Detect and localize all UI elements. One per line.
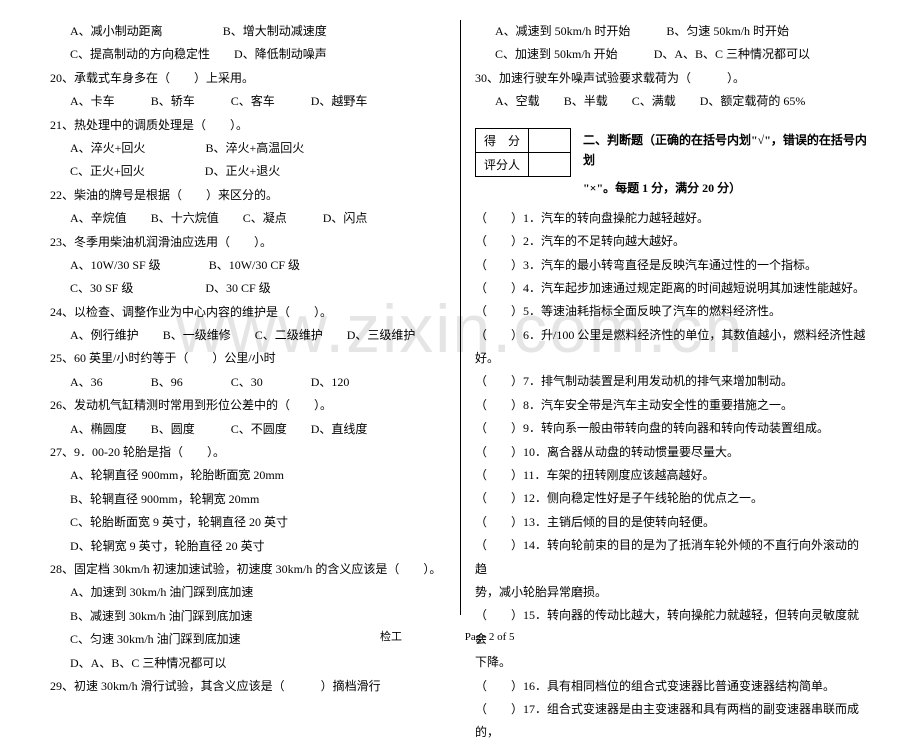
q27-a: A、轮辋直径 900mm，轮胎断面宽 20mm: [50, 464, 445, 487]
q21-c: C、正火+回火: [70, 164, 145, 178]
q26-c: C、不圆度: [231, 422, 287, 436]
q30-b: B、半载: [564, 94, 608, 108]
q28: 28、固定档 30km/h 初速加速试验，初速度 30km/h 的含义应该是（ …: [50, 558, 445, 581]
q23-c: C、30 SF 级: [70, 281, 133, 295]
j17: （ ）17．组合式变速器是由主变速器和具有两档的副变速器串联而成的，: [475, 698, 870, 745]
q25-b: B、96: [151, 375, 183, 389]
score-label: 得 分: [476, 128, 529, 152]
q30-a: A、空载: [495, 94, 540, 108]
q20-c: C、客车: [231, 94, 275, 108]
q20-b: B、轿车: [151, 94, 195, 108]
q26-d: D、直线度: [311, 422, 368, 436]
j13: （ ）13．主销后倾的目的是使转向轻便。: [475, 511, 870, 534]
q27-b: B、轮辋直径 900mm，轮辋宽 20mm: [50, 488, 445, 511]
j9: （ ）9．转向系一般由带转向盘的转向器和转向传动装置组成。: [475, 417, 870, 440]
score-blank: [529, 128, 571, 152]
opt-c: C、提高制动的方向稳定性: [70, 47, 210, 61]
j5: （ ）5．等速油耗指标全面反映了汽车的燃料经济性。: [475, 300, 870, 323]
q24-b: B、一级维修: [163, 328, 231, 342]
j1: （ ）1．汽车的转向盘操舵力越轻越好。: [475, 207, 870, 230]
q27-d: D、轮辋宽 9 英寸，轮胎直径 20 英寸: [50, 535, 445, 558]
j15b: 下降。: [475, 651, 870, 674]
q23-b: B、10W/30 CF 级: [209, 258, 300, 272]
j16: （ ）16．具有相同档位的组合式变速器比普通变速器结构简单。: [475, 675, 870, 698]
marker-label: 评分人: [476, 152, 529, 176]
opt-d: D、降低制动噪声: [234, 47, 327, 61]
j6a: （ ）6．升/100 公里是燃料经济性的单位，其数值越小，燃料经济性越: [475, 324, 870, 347]
q25-a: A、36: [70, 375, 103, 389]
q22-b: B、十六烷值: [151, 211, 219, 225]
j7: （ ）7．排气制动装置是利用发动机的排气来增加制动。: [475, 370, 870, 393]
column-divider: [460, 20, 461, 615]
q25: 25、60 英里/小时约等于（ ）公里/小时: [50, 347, 445, 370]
q28-a: A、加速到 30km/h 油门踩到底加速: [50, 581, 445, 604]
footer-label: 检工: [380, 631, 402, 643]
j2: （ ）2．汽车的不足转向越大越好。: [475, 230, 870, 253]
q25-c: C、30: [231, 375, 263, 389]
marker-blank: [529, 152, 571, 176]
q23-d: D、30 CF 级: [205, 281, 270, 295]
right-column: A、减速到 50km/h 时开始 B、匀速 50km/h 时开始 C、加速到 5…: [475, 20, 870, 615]
q24: 24、以检查、调整作业为中心内容的维护是（ ）。: [50, 301, 445, 324]
q24-c: C、二级维护: [255, 328, 323, 342]
q21: 21、热处理中的调质处理是（ ）。: [50, 114, 445, 137]
r-opt-a: A、减速到 50km/h 时开始: [495, 24, 630, 38]
j10: （ ）10．离合器从动盘的转动惯量要尽量大。: [475, 441, 870, 464]
footer-page: Page 2 of 5: [465, 631, 515, 643]
q25-d: D、120: [311, 375, 350, 389]
j4: （ ）4．汽车起步加速通过规定距离的时间越短说明其加速性能越好。: [475, 277, 870, 300]
opt-b: B、增大制动减速度: [223, 24, 327, 38]
q26: 26、发动机气缸精测时常用到形位公差中的（ ）。: [50, 394, 445, 417]
q20-d: D、越野车: [311, 94, 368, 108]
q20: 20、承载式车身多在（ ）上采用。: [50, 67, 445, 90]
q28-d: D、A、B、C 三种情况都可以: [50, 652, 445, 675]
j6b: 好。: [475, 347, 870, 370]
q26-a: A、椭圆度: [70, 422, 127, 436]
q26-b: B、圆度: [151, 422, 195, 436]
q27: 27、9．00-20 轮胎是指（ ）。: [50, 441, 445, 464]
q29: 29、初速 30km/h 滑行试验，其含义应该是（ ）摘档滑行: [50, 675, 445, 698]
page-footer: 检工 Page 2 of 5: [0, 628, 920, 644]
q30: 30、加速行驶车外噪声试验要求载荷为（ ）。: [475, 67, 870, 90]
q20-a: A、卡车: [70, 94, 115, 108]
score-table: 得 分 评分人: [475, 128, 571, 177]
j3: （ ）3．汽车的最小转弯直径是反映汽车通过性的一个指标。: [475, 254, 870, 277]
r-opt-c: C、加速到 50km/h 开始: [495, 47, 618, 61]
q27-c: C、轮胎断面宽 9 英寸，轮辋直径 20 英寸: [50, 511, 445, 534]
q21-b: B、淬火+高温回火: [205, 141, 304, 155]
q21-a: A、淬火+回火: [70, 141, 145, 155]
opt-a: A、减小制动距离: [70, 24, 163, 38]
j14b: 势，减小轮胎异常磨损。: [475, 581, 870, 604]
r-opt-b: B、匀速 50km/h 时开始: [666, 24, 789, 38]
section-2-header: 得 分 评分人 二、判断题（正确的在括号内划"√"，错误的在括号内划 "×"。每…: [475, 122, 870, 199]
r-opt-d: D、A、B、C 三种情况都可以: [654, 47, 810, 61]
j11: （ ）11．车架的扭转刚度应该越高越好。: [475, 464, 870, 487]
q30-d: D、额定载荷的 65%: [700, 94, 806, 108]
q24-a: A、例行维护: [70, 328, 139, 342]
q22-d: D、闪点: [323, 211, 368, 225]
q23: 23、冬季用柴油机润滑油应选用（ ）。: [50, 231, 445, 254]
q30-c: C、满载: [632, 94, 676, 108]
j14a: （ ）14．转向轮前束的目的是为了抵消车轮外倾的不直行向外滚动的趋: [475, 534, 870, 581]
left-column: A、减小制动距离 B、增大制动减速度 C、提高制动的方向稳定性 D、降低制动噪声…: [50, 20, 445, 615]
q21-d: D、正火+退火: [205, 164, 280, 178]
q24-d: D、三级维护: [347, 328, 416, 342]
j12: （ ）12．侧向稳定性好是子午线轮胎的优点之一。: [475, 487, 870, 510]
q22-c: C、凝点: [243, 211, 287, 225]
j8: （ ）8．汽车安全带是汽车主动安全性的重要措施之一。: [475, 394, 870, 417]
q28-b: B、减速到 30km/h 油门踩到底加速: [50, 605, 445, 628]
q23-a: A、10W/30 SF 级: [70, 258, 161, 272]
q22: 22、柴油的牌号是根据（ ）来区分的。: [50, 184, 445, 207]
q22-a: A、辛烷值: [70, 211, 127, 225]
